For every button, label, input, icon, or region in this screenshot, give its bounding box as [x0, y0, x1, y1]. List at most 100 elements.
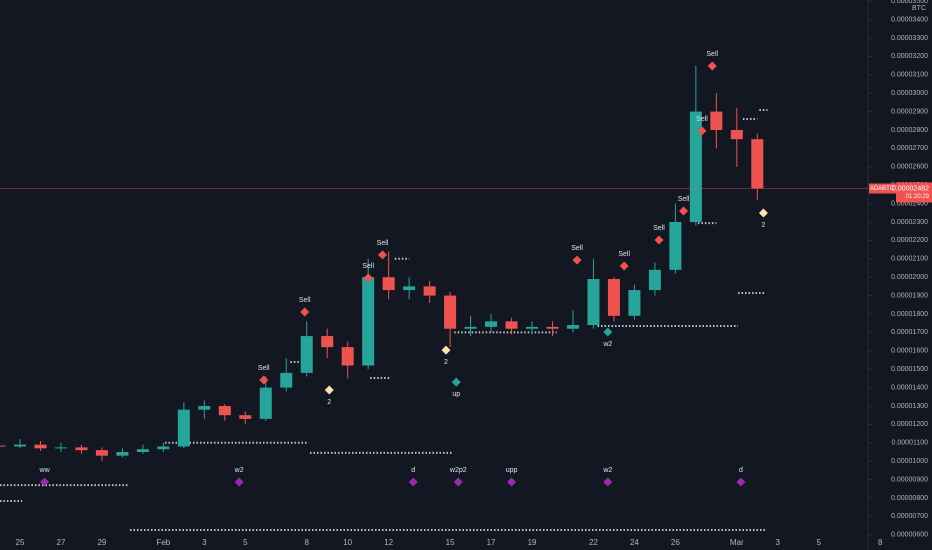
signal-label: Sell — [377, 240, 389, 247]
signal-marker — [603, 477, 613, 487]
candle-body — [710, 111, 723, 130]
y-tick-label: 0.00002100 — [891, 256, 928, 263]
y-tick-label: 0.00001400 — [891, 384, 928, 391]
x-tick-label: 29 — [97, 538, 106, 547]
y-unit: BTC — [912, 5, 926, 12]
y-tick-label: 0.00002000 — [891, 274, 928, 281]
y-tick-label: 0.00003400 — [891, 16, 928, 23]
y-tick-label: 0.00001500 — [891, 366, 928, 373]
signal-label: d — [739, 467, 743, 474]
candle-body — [177, 409, 190, 447]
candle-body — [218, 406, 231, 416]
y-tick-label: 0.00003300 — [891, 35, 928, 42]
x-tick-label: 3 — [776, 538, 781, 547]
y-tick-label: 0.00003500 — [891, 0, 928, 5]
signal-label: Sell — [706, 51, 718, 58]
signal-label: 2 — [327, 399, 331, 406]
candles — [0, 65, 764, 462]
signal-marker — [654, 235, 664, 245]
signal-label: Sell — [696, 116, 708, 123]
symbol-tag — [869, 183, 896, 194]
candle-body — [403, 286, 416, 291]
signal-marker — [324, 385, 334, 395]
candle-body — [280, 372, 293, 388]
candle-body — [485, 321, 498, 327]
x-tick-label: 24 — [630, 538, 639, 547]
signal-marker — [758, 208, 768, 218]
x-tick-label: 26 — [671, 538, 680, 547]
y-tick-label: 0.00000600 — [891, 532, 928, 539]
candle-body — [730, 129, 743, 140]
signal-label: 2 — [761, 222, 765, 229]
signal-label: w2 — [602, 341, 612, 348]
candle-body — [239, 415, 252, 419]
signal-label: Sell — [618, 251, 630, 258]
signal-marker — [300, 307, 310, 317]
candle-body — [423, 286, 436, 296]
y-tick-label: 0.00002600 — [891, 164, 928, 171]
signal-marker — [451, 377, 461, 387]
candle-body — [300, 336, 313, 373]
signal-label: Sell — [653, 225, 665, 232]
x-tick-label: Mar — [730, 538, 744, 547]
signal-marker — [697, 126, 707, 136]
candle-body — [505, 321, 518, 329]
candle-body — [341, 347, 354, 366]
candle-body — [648, 269, 661, 291]
y-tick-label: 0.00001300 — [891, 403, 928, 410]
signal-label: Sell — [258, 365, 270, 372]
x-tick-label: 25 — [16, 538, 25, 547]
signal-marker — [619, 261, 629, 271]
y-tick-label: 0.00003000 — [891, 90, 928, 97]
y-tick-label: 0.00002300 — [891, 219, 928, 226]
x-tick-label: 19 — [528, 538, 537, 547]
y-tick-label: 0.00002200 — [891, 237, 928, 244]
signal-label: w2p2 — [449, 467, 467, 474]
candle-body — [751, 139, 764, 189]
x-tick-label: 12 — [384, 538, 393, 547]
price-tag-label: 0.00002482 — [892, 185, 929, 192]
candle-body — [259, 387, 272, 419]
candle-body — [669, 221, 682, 270]
signal-marker — [736, 477, 746, 487]
y-tick-label: 0.00003200 — [891, 53, 928, 60]
candle-body — [14, 444, 27, 447]
signal-label: w2 — [234, 467, 244, 474]
signal-label: ww — [39, 467, 51, 474]
signal-marker — [507, 477, 517, 487]
candle-body — [0, 445, 6, 447]
candle-body — [566, 325, 579, 329]
signal-marker — [259, 375, 269, 385]
x-tick-label: 5 — [243, 538, 248, 547]
signal-marker — [679, 206, 689, 216]
candle-body — [628, 290, 641, 316]
y-tick-label: 0.00001900 — [891, 292, 928, 299]
signal-label: Sell — [678, 196, 690, 203]
signal-label: Sell — [299, 297, 311, 304]
candle-body — [444, 295, 457, 329]
signal-label: Sell — [571, 245, 583, 252]
y-tick-label: 0.00000700 — [891, 513, 928, 520]
y-tick-label: 0.00002400 — [891, 200, 928, 207]
signal-marker — [378, 250, 388, 260]
candle-body — [546, 326, 559, 329]
y-tick-label: 0.00002700 — [891, 145, 928, 152]
candle-body — [116, 452, 129, 456]
signal-label: Sell — [362, 263, 374, 270]
candle-body — [607, 279, 620, 316]
price-tag — [896, 182, 932, 203]
x-tick-label: 27 — [57, 538, 66, 547]
y-tick-label: 0.00001000 — [891, 458, 928, 465]
y-tick-label: 0.00001100 — [892, 440, 929, 447]
candle-body — [157, 446, 170, 450]
y-tick-label: 0.00002800 — [891, 127, 928, 134]
candle-body — [54, 447, 67, 449]
signal-label: d — [411, 467, 415, 474]
candle-body — [464, 326, 477, 329]
candle-body — [321, 336, 334, 348]
signal-label: up — [452, 391, 460, 398]
signal-marker — [441, 345, 451, 355]
candle-body — [382, 277, 395, 291]
